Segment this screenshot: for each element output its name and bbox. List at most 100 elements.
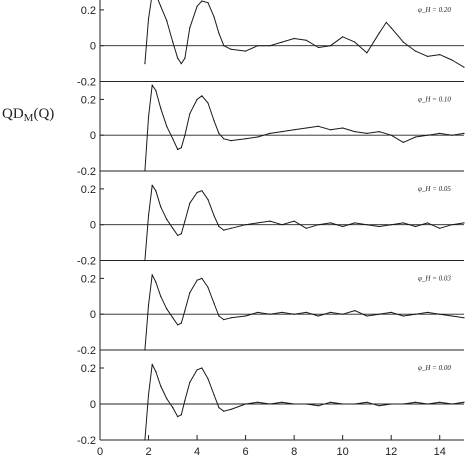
panel-2-point-8 bbox=[180, 233, 182, 235]
panel-4-point-0 bbox=[144, 439, 146, 441]
panel-1-point-12 bbox=[201, 95, 203, 97]
panel-3-point-26 bbox=[342, 313, 344, 315]
panel-3-annotation: φ_H = 0.03 bbox=[418, 274, 451, 282]
panel-1-point-33 bbox=[427, 134, 429, 136]
panel-4-point-1 bbox=[147, 394, 150, 396]
panel-0-ytick-label-bottom: -0.2 bbox=[77, 77, 96, 89]
panel-1-point-25 bbox=[329, 129, 332, 131]
panel-4-point-14 bbox=[213, 394, 215, 396]
panel-0-point-27 bbox=[354, 41, 356, 43]
panel-0-point-30 bbox=[385, 21, 387, 23]
panel-4-point-9 bbox=[184, 399, 186, 401]
panel-4-ytick-label-1: 0 bbox=[90, 399, 96, 411]
panel-3-point-5 bbox=[166, 308, 168, 310]
panel-4-point-32 bbox=[414, 401, 417, 403]
panel-3-point-10 bbox=[189, 292, 191, 294]
panel-3-point-13 bbox=[207, 286, 209, 288]
panel-4-annotation: φ_H = 0.00 bbox=[418, 364, 451, 372]
y-axis-label-sub: M bbox=[24, 112, 34, 124]
panel-2-point-12 bbox=[201, 190, 203, 192]
y-axis-label-tail: (Q) bbox=[33, 106, 54, 122]
panel-3-point-20 bbox=[269, 313, 271, 315]
panel-2-annotation: φ_H = 0.05 bbox=[418, 185, 451, 193]
panel-2: 0.2 0 -0.2 φ_H = 0.05 bbox=[77, 171, 465, 268]
panel-2-point-23 bbox=[305, 227, 307, 229]
panel-3-point-0 bbox=[144, 349, 146, 351]
panel-4-point-28 bbox=[366, 401, 368, 403]
panel-1-point-14 bbox=[213, 120, 215, 122]
panel-0-point-6 bbox=[172, 41, 174, 43]
panel-2-point-0 bbox=[144, 259, 146, 262]
panel-4-series-line bbox=[144, 363, 465, 441]
panel-1-point-24 bbox=[317, 125, 319, 127]
panel-1-point-34 bbox=[439, 132, 441, 134]
panel-3-point-23 bbox=[305, 311, 307, 313]
panel-3-point-24 bbox=[317, 315, 319, 317]
panel-0-point-22 bbox=[293, 37, 295, 40]
panel-4-point-7 bbox=[177, 416, 179, 418]
panel-1-point-18 bbox=[245, 138, 247, 140]
panel-1-point-7 bbox=[177, 148, 179, 151]
panel-1-ytick-label-0: 0.2 bbox=[81, 94, 96, 106]
panel-0-point-15 bbox=[218, 32, 220, 34]
panel-0-point-17 bbox=[230, 48, 232, 50]
panel-4-point-31 bbox=[402, 403, 404, 405]
panel-0-annotation: φ_H = 0.20 bbox=[418, 6, 451, 14]
panel-0-point-0 bbox=[144, 63, 146, 65]
panel-4-point-27 bbox=[354, 403, 356, 405]
panel-1-point-28 bbox=[366, 132, 368, 134]
panel-2-point-24 bbox=[317, 224, 319, 226]
panel-1-point-19 bbox=[257, 136, 259, 138]
xtick-label-0: 0 bbox=[97, 446, 103, 458]
panel-0-point-4 bbox=[160, 5, 162, 7]
panel-3-ytick-label-bottom: -0.2 bbox=[77, 345, 96, 357]
panel-2-point-3 bbox=[155, 190, 157, 192]
panel-3-point-34 bbox=[439, 313, 441, 315]
panel-0-point-37 bbox=[463, 66, 465, 68]
panel-1-point-9 bbox=[184, 134, 186, 136]
panel-2-point-19 bbox=[257, 222, 259, 224]
panel-4-point-10 bbox=[189, 381, 191, 383]
panel-2-point-17 bbox=[230, 227, 232, 229]
panel-4-point-35 bbox=[451, 403, 453, 405]
panel-4-point-29 bbox=[378, 405, 380, 407]
panel-3-point-19 bbox=[257, 311, 259, 313]
panel-3-point-11 bbox=[196, 279, 198, 281]
panel-3-point-14 bbox=[213, 302, 215, 305]
panel-1-point-3 bbox=[155, 89, 157, 92]
panel-3-point-15 bbox=[218, 315, 220, 317]
panel-0-point-12 bbox=[201, 0, 203, 2]
panel-0-point-14 bbox=[213, 16, 215, 18]
panel-3-point-29 bbox=[378, 313, 380, 315]
panel-0-point-19 bbox=[257, 45, 259, 47]
panel-3-point-2 bbox=[151, 274, 153, 276]
panel-2-ytick-label-bottom: -0.2 bbox=[77, 256, 96, 268]
panel-4-point-26 bbox=[342, 403, 344, 405]
panel-0: 0.2 0 -0.2 φ_H = 0.20 bbox=[77, 0, 465, 89]
panel-1-ytick-label-1: 0 bbox=[90, 130, 96, 142]
panel-3-point-32 bbox=[414, 313, 417, 315]
xtick-label-7: 14 bbox=[434, 446, 446, 458]
panel-4-point-15 bbox=[218, 407, 220, 409]
panel-1-point-30 bbox=[390, 134, 392, 136]
panel-3-point-18 bbox=[245, 315, 247, 317]
panel-0-point-16 bbox=[223, 45, 225, 47]
panel-1-point-23 bbox=[305, 127, 307, 129]
panel-0-point-20 bbox=[269, 45, 271, 47]
panel-4-point-2 bbox=[151, 363, 153, 365]
panel-0-point-32 bbox=[402, 41, 404, 43]
panel-4-point-36 bbox=[463, 401, 465, 403]
panel-4-ytick-label-0: 0.2 bbox=[81, 363, 96, 375]
panel-1-point-16 bbox=[223, 138, 225, 140]
panel-3-ytick-label-0: 0.2 bbox=[81, 273, 96, 285]
panel-4-point-18 bbox=[245, 403, 247, 405]
panel-3-series-line bbox=[144, 274, 465, 351]
panel-0-point-24 bbox=[317, 46, 319, 49]
panel-0-point-5 bbox=[166, 20, 168, 22]
chart-panels: 0.20-0.2φ_H = 0.200.20-0.2φ_H = 0.100.20… bbox=[77, 0, 465, 447]
panel-3-point-12 bbox=[201, 277, 203, 279]
panel-1-point-29 bbox=[378, 131, 380, 133]
panel-0-point-25 bbox=[329, 45, 332, 47]
panel-2-point-14 bbox=[213, 215, 215, 217]
